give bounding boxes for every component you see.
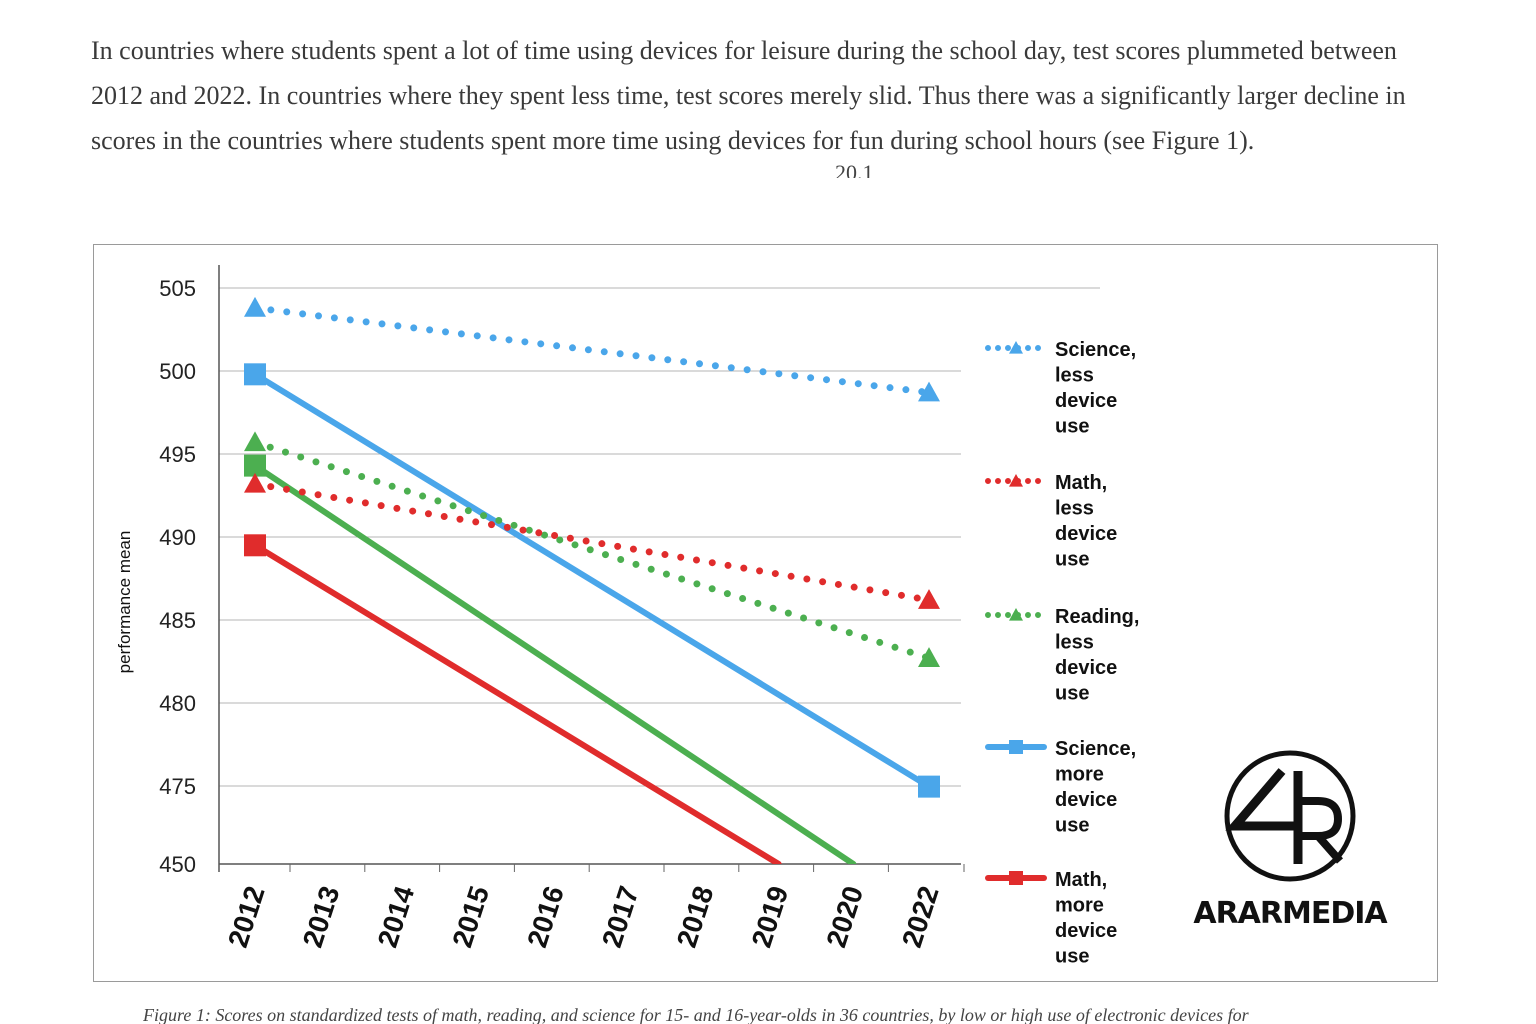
- series-line-1: [251, 480, 933, 604]
- series-point-4-0: [244, 534, 266, 557]
- legend-label: device: [1055, 789, 1117, 811]
- legend-entry-4: Math, more device use: [985, 869, 1117, 968]
- x-tick-label: 2018: [671, 882, 720, 951]
- intro-paragraph: In countries where students spent a lot …: [91, 36, 1406, 155]
- series-line-4: [252, 542, 782, 864]
- legend-label: more: [1055, 895, 1104, 917]
- series-point-0-0: [244, 296, 266, 317]
- x-tick-label: 2017: [596, 882, 645, 951]
- y-tick-label: 490: [159, 525, 196, 550]
- y-tick-label: 450: [159, 852, 196, 877]
- series-point-2-0: [244, 431, 266, 452]
- x-tick-labels: 2012 2013 2014 2015 2016 2017 2018 2019 2020 2022: [222, 864, 965, 951]
- legend-label: more: [1055, 764, 1104, 786]
- legend-entry-3: Science, more device use: [985, 738, 1136, 837]
- series-point-3-0: [244, 363, 266, 386]
- legend-label: use: [1055, 683, 1089, 705]
- legend-label: use: [1055, 946, 1089, 968]
- x-tick-label: 2014: [372, 882, 421, 951]
- legend: Science,lessdeviceuseMath,lessdeviceuseR…: [985, 339, 1139, 968]
- figure-frame: [93, 244, 1438, 982]
- legend-marker: [1009, 474, 1023, 487]
- y-tick-label: 480: [159, 691, 196, 716]
- legend-label: Math,: [1055, 869, 1107, 891]
- x-tick-label: 2016: [521, 882, 570, 951]
- series-point-5-0: [244, 454, 266, 477]
- logo-wordmark: ARARMEDIA: [1193, 896, 1387, 931]
- legend-marker: [1009, 740, 1023, 754]
- series-markers: [244, 296, 940, 798]
- legend-label: device: [1055, 657, 1117, 679]
- series-point-2-1: [918, 647, 940, 667]
- legend-marker: [1009, 608, 1023, 621]
- legend-label: use: [1055, 549, 1089, 571]
- stray-text-fragment: 20.1: [835, 160, 874, 178]
- legend-label: less: [1055, 498, 1094, 520]
- series-point-3-1: [918, 775, 940, 798]
- x-tick-label: 2015: [446, 882, 495, 951]
- y-tick-labels: 505 500 495 490 485 480 475 450: [159, 276, 196, 877]
- legend-label: Science,: [1055, 339, 1136, 361]
- legend-entry-1: Math, less device use: [985, 472, 1117, 571]
- series-line-2: [251, 438, 933, 662]
- legend-label: device: [1055, 390, 1117, 412]
- series-lines: [251, 304, 933, 864]
- legend-marker: [1009, 871, 1023, 885]
- series-point-1-1: [918, 589, 940, 609]
- legend-label: device: [1055, 523, 1117, 545]
- y-tick-label: 495: [159, 442, 196, 467]
- x-tick-label: 2022: [896, 882, 945, 951]
- series-line-0: [251, 304, 933, 397]
- legend-label: less: [1055, 365, 1094, 387]
- logo-mark: [1224, 750, 1356, 882]
- series-point-1-0: [244, 472, 266, 493]
- figure-caption: Figure 1: Scores on standardized tests o…: [143, 1005, 1249, 1024]
- gridlines: [219, 287, 1100, 865]
- legend-label: use: [1055, 815, 1089, 837]
- series-line-5: [252, 462, 857, 864]
- legend-entry-2: Reading, less device use: [985, 606, 1139, 705]
- legend-marker: [1009, 341, 1023, 354]
- x-tick-label: 2013: [297, 882, 346, 951]
- legend-label: Science,: [1055, 738, 1136, 760]
- legend-label: Math,: [1055, 472, 1107, 494]
- y-tick-label: 500: [159, 359, 196, 384]
- legend-label: use: [1055, 416, 1089, 438]
- legend-label: Reading,: [1055, 606, 1139, 628]
- y-axis-label: performance mean: [115, 531, 134, 674]
- axes: [218, 265, 961, 872]
- x-tick-label: 2012: [222, 882, 271, 951]
- series-line-3: [252, 371, 932, 790]
- legend-label: device: [1055, 920, 1117, 942]
- y-tick-label: 475: [159, 774, 196, 799]
- legend-entry-0: Science, less device use: [985, 339, 1136, 438]
- series-point-0-1: [918, 381, 940, 402]
- x-tick-label: 2020: [820, 882, 869, 951]
- legend-label: less: [1055, 632, 1094, 654]
- y-tick-label: 485: [159, 608, 196, 633]
- y-tick-label: 505: [159, 276, 196, 301]
- x-tick-label: 2019: [746, 882, 795, 951]
